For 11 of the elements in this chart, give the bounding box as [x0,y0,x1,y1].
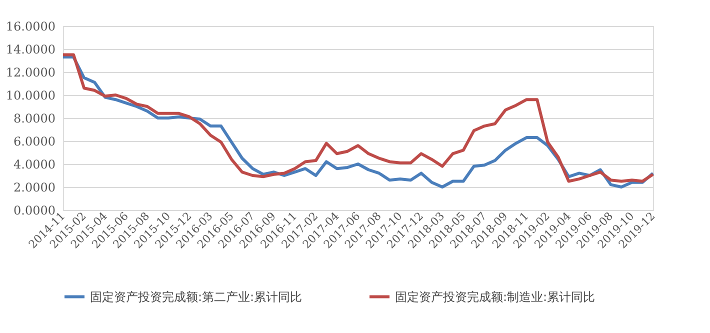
y-tick-label: 8.0000 [14,112,56,126]
y-tick-label: 4.0000 [14,158,56,172]
y-tick-label: 2.0000 [14,180,56,194]
y-tick-label: 0.0000 [14,204,56,218]
y-tick-label: 10.0000 [6,88,56,102]
y-tick-label: 12.0000 [6,66,56,80]
legend-label: 固定资产投资完成额:制造业:累计同比 [395,290,596,304]
y-tick-label: 14.0000 [6,42,56,56]
y-tick-label: 6.0000 [14,134,56,148]
y-tick-label: 16.0000 [6,20,56,34]
legend-label: 固定资产投资完成额:第二产业:累计同比 [90,290,302,304]
